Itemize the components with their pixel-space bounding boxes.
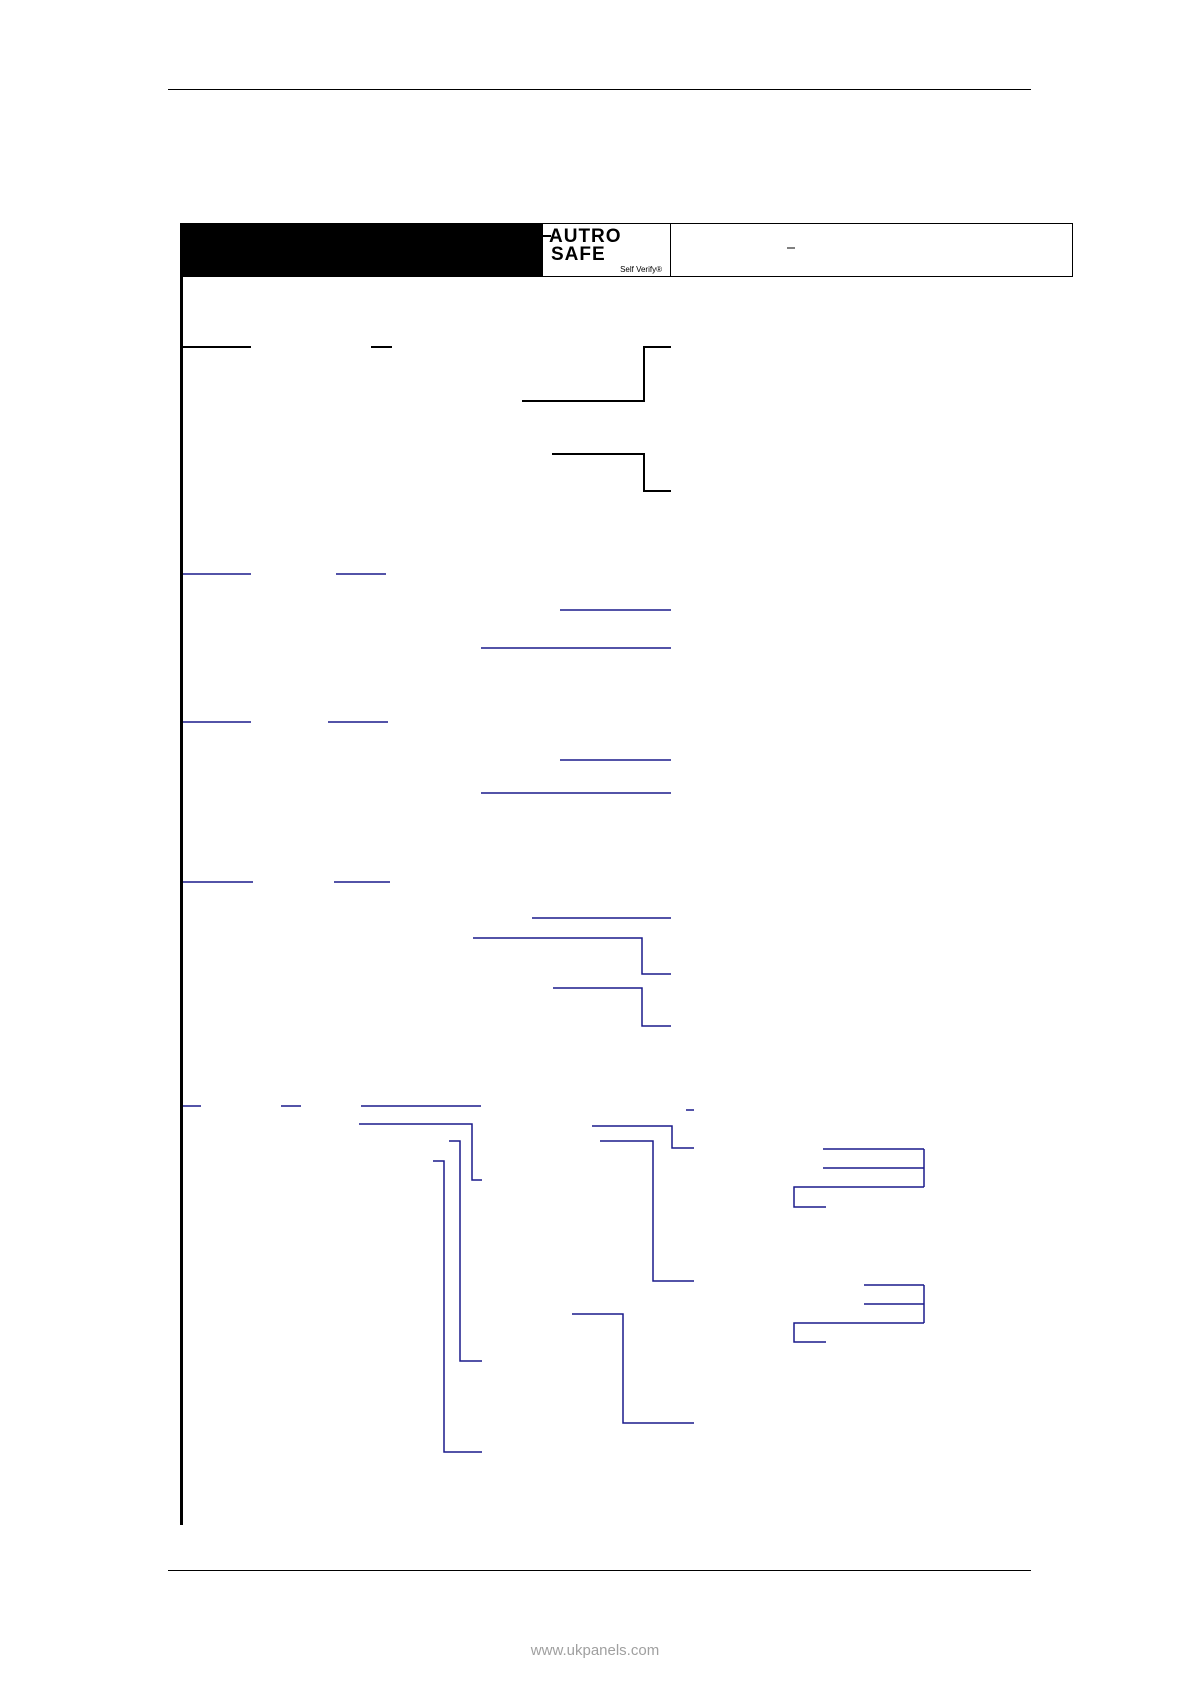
logo-line-2: SAFE (551, 244, 606, 265)
top-rule (168, 89, 1031, 90)
logo-line-1: AUTRO (549, 226, 622, 247)
tree-bracket (592, 1125, 694, 1149)
tree-group-blue (183, 573, 925, 1453)
tree-bracket (572, 1313, 694, 1424)
tree-bracket (600, 1140, 694, 1282)
tree-bracket (793, 1186, 924, 1208)
footer-url: www.ukpanels.com (530, 1642, 660, 1659)
bottom-rule (168, 1570, 1031, 1571)
tree-bracket (473, 937, 671, 975)
autrosafe-logo: AUTRO SAFE Self Verify® (542, 223, 671, 277)
tree-bracket (359, 1123, 482, 1181)
registered-mark: ® (656, 265, 662, 274)
header-info-panel (670, 223, 1073, 277)
menu-tree-spine (180, 223, 183, 1525)
tree-bracket (522, 346, 671, 402)
logo-tagline-text: Self Verify (620, 265, 657, 274)
tree-bracket (552, 453, 671, 492)
tree-bracket (793, 1322, 924, 1343)
header-title-bar (180, 223, 542, 277)
tree-bracket (449, 1140, 482, 1362)
logo-dash (543, 235, 551, 237)
tree-bracket (553, 987, 671, 1027)
logo-tagline: Self Verify® (620, 265, 662, 274)
tree-group-black (183, 247, 795, 492)
tree-bracket (433, 1160, 482, 1453)
